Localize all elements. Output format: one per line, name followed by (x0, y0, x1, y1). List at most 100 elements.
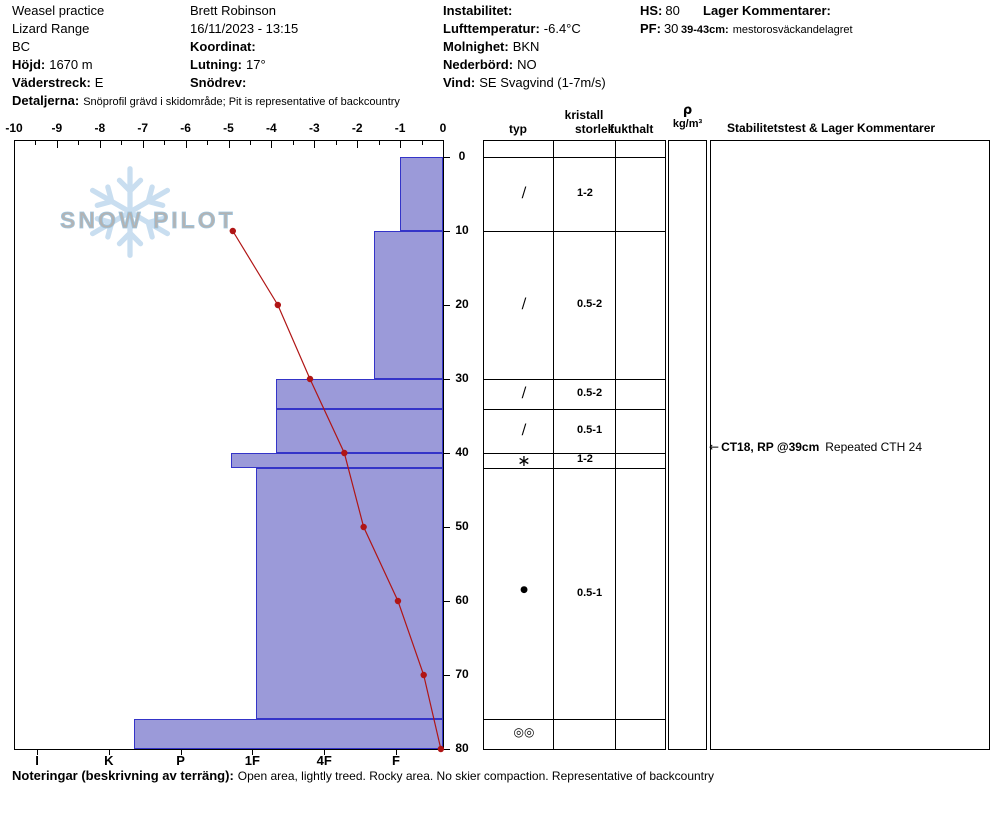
layer-comment-line: 39-43cm: mestorosväckandelagret (681, 24, 853, 36)
snowflake-icon (82, 166, 178, 258)
depth-tick (443, 527, 450, 528)
wind-line: Vind: SE Svagvind (1-7m/s) (443, 75, 606, 90)
hardness-label: P (176, 753, 185, 768)
temp-axis-minor-tick (292, 141, 294, 145)
temp-axis-label: -4 (266, 121, 277, 135)
hardness-label: F (392, 753, 400, 768)
hardness-label: 1F (244, 753, 260, 768)
depth-label: 30 (455, 371, 469, 385)
temp-axis-tick (56, 141, 58, 148)
temp-axis-tick (228, 141, 230, 148)
temperature-point (274, 301, 282, 309)
hs-value: 80 (665, 3, 680, 18)
depth-label: 0 (458, 149, 466, 163)
hs-label: HS: (640, 3, 663, 18)
pf-label: PF: (640, 21, 661, 36)
column-header-density-units: kg/m³ (672, 118, 703, 130)
temp-axis-tick (142, 141, 144, 148)
pit-name: Weasel practice (12, 3, 105, 18)
grain-size-label: 1-2 (577, 187, 593, 199)
snowdrift-label: Snödrev: (190, 75, 247, 90)
grain-size-label: 1-2 (577, 453, 593, 466)
grain-type-symbol: / (521, 384, 527, 401)
sky-value: BKN (512, 39, 540, 54)
hardness-tick (396, 749, 397, 755)
depth-label: 10 (455, 223, 469, 237)
temp-axis-minor-tick (207, 141, 209, 145)
plot-left-border (14, 140, 15, 749)
snow-layer-bar (373, 231, 443, 379)
plot-right-border (443, 140, 444, 749)
observer-name: Brett Robinson (190, 3, 276, 18)
logo-text: SNOW PILOT (60, 207, 236, 234)
grain-size-label: 0.5-2 (577, 386, 603, 399)
temp-axis-label: -8 (94, 121, 106, 135)
range-name: Lizard Range (12, 21, 90, 36)
pit-datetime: 16/11/2023 - 13:15 (190, 21, 299, 36)
coordinates-label: Koordinat: (190, 39, 256, 54)
grain-type-symbol: ◎◎ (513, 725, 535, 740)
grain-row-line (483, 231, 666, 232)
column-header-fukthalt: fukthalt (610, 122, 654, 136)
temp-axis-minor-tick (249, 141, 251, 145)
layer-comment-depth: 39-43cm: (681, 24, 729, 36)
details-label: Detaljerna: (12, 93, 80, 108)
airtemp-value: -6.4°C (543, 21, 581, 36)
grain-type-symbol: / (521, 185, 527, 201)
instability-label: Instabilitet: (443, 3, 513, 18)
depth-tick (443, 453, 450, 454)
hardness-tick (108, 749, 110, 755)
temp-axis-tick (314, 141, 316, 148)
grain-col-divider-2 (615, 140, 616, 749)
temp-axis-label: -7 (137, 121, 149, 135)
temp-axis-tick (400, 141, 402, 148)
column-header-stability-comments: Stabilitetstest & Lager Kommentarer (727, 121, 936, 135)
snow-layer-bar (230, 453, 443, 468)
snow-layer-bar (276, 379, 443, 409)
slope-label: Lutning: (190, 57, 242, 72)
hardness-label: 4F (316, 753, 332, 768)
grain-row-line (483, 467, 666, 469)
depth-label: 60 (455, 593, 469, 607)
sky-label: Molnighet: (443, 39, 509, 54)
column-header-typ: typ (509, 122, 527, 136)
elevation-value: 1670 m (49, 57, 93, 72)
grain-size-label: 0.5-2 (577, 298, 603, 310)
depth-tick (443, 379, 450, 380)
snow-layer-bar (133, 719, 443, 749)
density-column-box (668, 140, 707, 750)
temp-axis-label: -9 (51, 121, 63, 135)
temp-axis-tick (357, 141, 359, 148)
aspect-line: Väderstreck: E (12, 75, 103, 90)
temp-axis-label: -5 (223, 121, 234, 135)
column-header-density-rho: ρ (682, 103, 693, 118)
grain-row-line (483, 379, 666, 380)
snow-layer-bar (276, 408, 443, 453)
annotation-test-result: CT18, RP @39cm (721, 440, 820, 454)
depth-label: 50 (455, 519, 469, 533)
hardness-label: K (104, 753, 114, 768)
pf-line: PF: 30 (640, 21, 678, 36)
grain-row-line (483, 453, 666, 454)
wind-label: Vind: (443, 75, 476, 90)
details-text: Snöprofil grävd i skidområde; Pit is rep… (83, 96, 400, 108)
aspect-value: E (94, 75, 104, 90)
temp-axis-minor-tick (35, 141, 37, 145)
airtemp-line: Lufttemperatur: -6.4°C (443, 21, 581, 36)
temp-axis-minor-tick (335, 141, 337, 145)
depth-tick (443, 305, 450, 306)
precip-value: NO (517, 57, 537, 72)
elevation-label: Höjd: (12, 57, 46, 72)
hs-line: HS: 80 (640, 3, 680, 18)
hardness-tick (37, 749, 38, 755)
grain-size-label: 0.5-1 (577, 586, 603, 599)
temp-axis-tick (271, 141, 273, 148)
region: BC (12, 39, 31, 54)
temp-axis-label: -6 (180, 121, 191, 135)
temp-axis-label: -2 (351, 121, 363, 135)
temp-axis-label: -10 (5, 121, 23, 135)
grain-size-label: 0.5-1 (577, 423, 603, 436)
pf-value: 30 (663, 21, 679, 36)
annotation-comment: Repeated CTH 24 (825, 440, 922, 454)
